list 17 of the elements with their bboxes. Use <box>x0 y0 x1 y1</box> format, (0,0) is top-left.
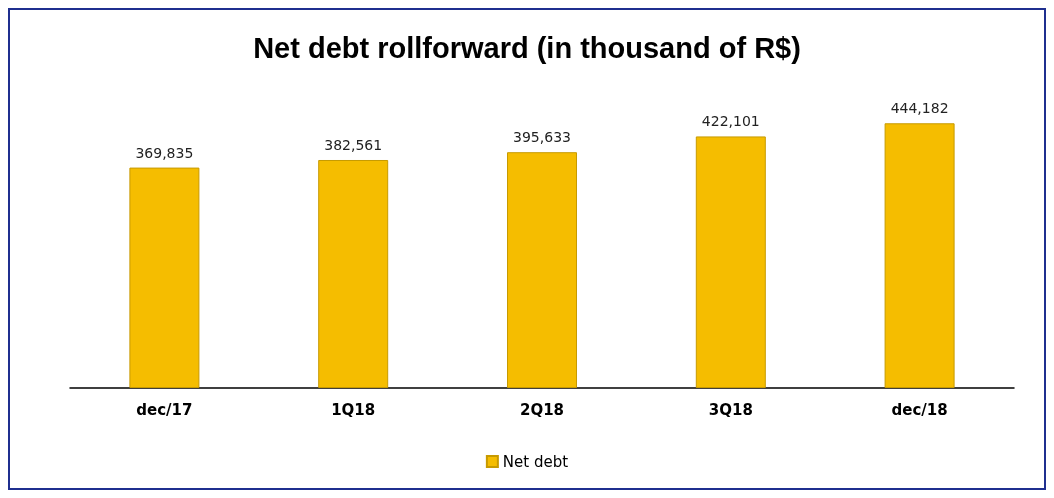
data-label: 382,561 <box>324 136 383 153</box>
bar <box>129 167 200 388</box>
legend-label: Net debt <box>502 452 569 471</box>
x-tick-label: dec/18 <box>891 400 948 419</box>
data-label: 422,101 <box>701 113 760 130</box>
x-tick-label: 1Q18 <box>331 400 376 419</box>
x-tick-label: 2Q18 <box>519 400 565 419</box>
bar <box>318 159 389 388</box>
x-tick-label: dec/17 <box>136 400 193 419</box>
bar <box>695 136 766 388</box>
x-tick-label: 3Q18 <box>708 400 753 419</box>
bar <box>507 152 577 388</box>
data-label: 369,835 <box>135 144 194 161</box>
data-label: 444,182 <box>890 100 949 117</box>
bar <box>884 123 955 388</box>
chart-title: Net debt rollforward (in thousand of R$) <box>253 31 801 64</box>
data-label: 395,633 <box>513 129 571 146</box>
